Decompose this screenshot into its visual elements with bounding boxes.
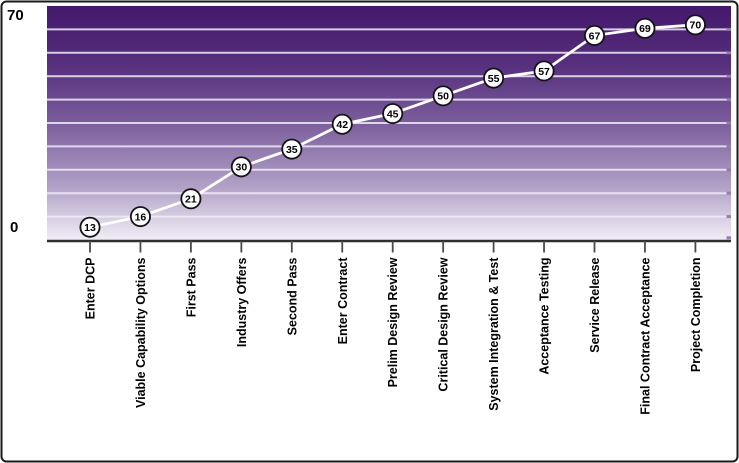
x-axis-category-label: Second Pass	[285, 257, 299, 335]
gridline-end-nub	[726, 144, 731, 148]
x-axis-category-label: Enter Contract	[336, 257, 350, 345]
x-axis-category-label: Industry Offers	[235, 257, 249, 347]
x-axis-category-label: System Integration & Test	[487, 257, 501, 411]
data-point-marker	[281, 138, 303, 160]
data-point-value: 70	[690, 20, 702, 32]
data-point-marker	[180, 188, 202, 210]
data-point-value: 13	[84, 222, 96, 234]
data-point-value: 42	[336, 119, 348, 131]
data-point-marker	[483, 67, 505, 89]
x-axis-category-label: Final Contract Acceptance	[638, 257, 652, 414]
gridline-end-nub	[726, 74, 731, 78]
gridline-end-nub	[726, 121, 731, 125]
gridline-end-nub	[726, 27, 731, 31]
data-point-value: 57	[538, 66, 550, 78]
data-point-value: 69	[639, 23, 651, 35]
gridline-end-nub	[726, 51, 731, 55]
gridline-end-nub	[726, 191, 731, 195]
data-point-value: 45	[387, 108, 399, 120]
data-point-marker	[432, 85, 454, 107]
x-axis-category-label: Project Completion	[689, 258, 703, 373]
x-axis-category-label: Enter DCP	[84, 258, 98, 320]
data-point-marker	[79, 216, 101, 238]
data-point-value: 67	[589, 30, 601, 42]
y-axis-max-label: 70	[7, 7, 24, 24]
data-point-value: 30	[236, 162, 248, 174]
x-axis-category-label: Viable Capability Options	[134, 257, 148, 408]
y-axis-min-label: 0	[10, 219, 19, 236]
data-point-value: 35	[286, 144, 298, 156]
data-point-value: 16	[135, 211, 147, 223]
data-point-marker	[584, 24, 606, 46]
data-point-value: 21	[185, 194, 197, 206]
x-axis-category-label: Service Release	[588, 257, 602, 352]
x-axis-category-label: First Pass	[184, 257, 198, 317]
data-point-marker	[684, 14, 706, 36]
data-point-marker	[382, 103, 404, 125]
gridline-end-nub	[726, 168, 731, 172]
gridline-end-nub	[726, 215, 731, 219]
x-axis-category-label: Prelim Design Review	[386, 257, 400, 387]
gridline-end-nub	[726, 98, 731, 102]
gridline-end-nub	[726, 236, 731, 240]
data-point-marker	[634, 17, 656, 39]
data-point-marker	[129, 206, 151, 228]
data-point-marker	[533, 60, 555, 82]
data-point-value: 50	[437, 91, 449, 103]
data-point-marker	[331, 113, 353, 135]
data-point-value: 55	[488, 73, 500, 85]
x-axis-category-label: Acceptance Testing	[538, 258, 552, 375]
data-point-marker	[230, 156, 252, 178]
x-axis-category-label: Critical Design Review	[437, 257, 451, 391]
